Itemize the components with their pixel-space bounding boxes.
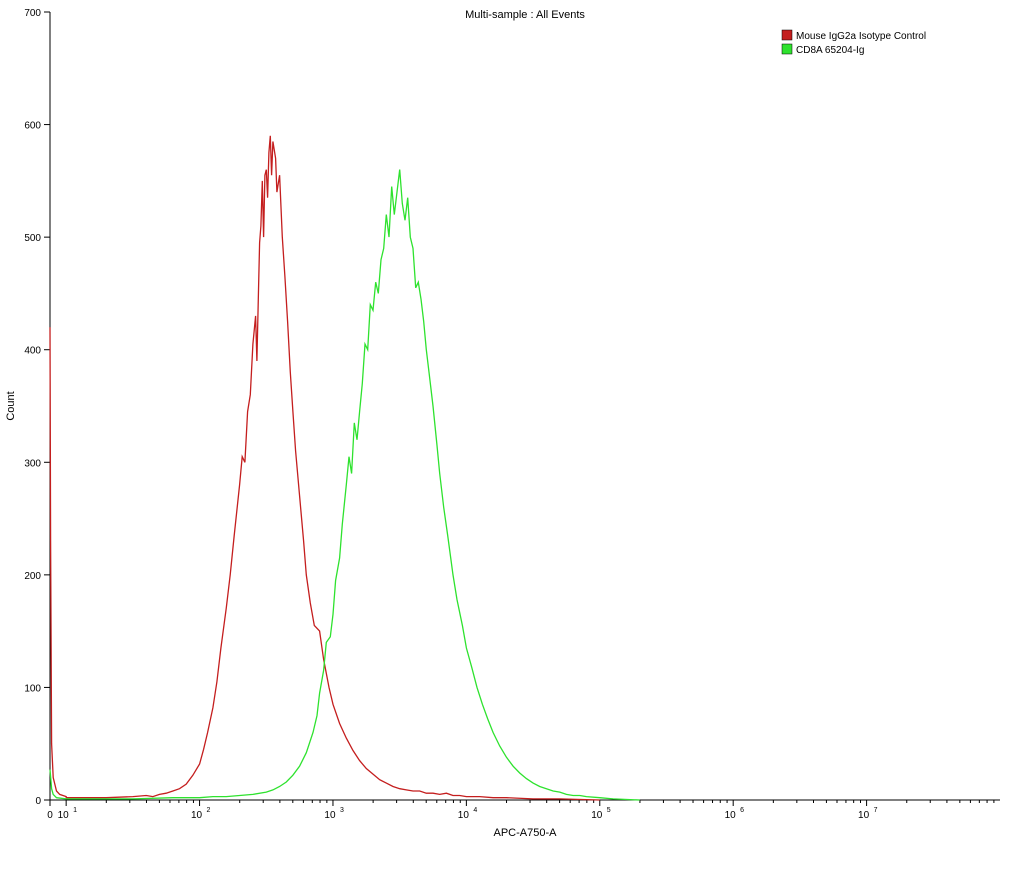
svg-text:10: 10 xyxy=(324,810,336,821)
legend-swatch-0 xyxy=(782,30,792,40)
svg-text:300: 300 xyxy=(24,458,41,469)
y-axis-label: Count xyxy=(5,391,17,420)
chart-container: 0100200300400500600700010110210310410510… xyxy=(0,0,1016,881)
svg-text:0: 0 xyxy=(35,796,41,807)
svg-text:10: 10 xyxy=(191,810,203,821)
svg-text:10: 10 xyxy=(725,810,737,821)
svg-text:200: 200 xyxy=(24,571,41,582)
chart-title: Multi-sample : All Events xyxy=(465,9,585,21)
svg-text:600: 600 xyxy=(24,121,41,132)
svg-text:700: 700 xyxy=(24,8,41,19)
svg-text:100: 100 xyxy=(24,683,41,694)
series-1 xyxy=(50,170,640,800)
svg-text:0: 0 xyxy=(47,810,53,821)
legend-label-0: Mouse IgG2a Isotype Control xyxy=(796,31,926,42)
svg-text:4: 4 xyxy=(473,807,477,814)
svg-text:5: 5 xyxy=(607,807,611,814)
svg-text:500: 500 xyxy=(24,233,41,244)
svg-text:1: 1 xyxy=(73,807,77,814)
x-axis-label: APC-A750-A xyxy=(494,827,558,839)
svg-text:3: 3 xyxy=(340,807,344,814)
svg-text:7: 7 xyxy=(874,807,878,814)
svg-text:2: 2 xyxy=(207,807,211,814)
svg-text:10: 10 xyxy=(458,810,470,821)
flow-cytometry-chart: 0100200300400500600700010110210310410510… xyxy=(0,0,1016,881)
svg-text:400: 400 xyxy=(24,346,41,357)
svg-text:10: 10 xyxy=(858,810,870,821)
legend-swatch-1 xyxy=(782,44,792,54)
svg-text:10: 10 xyxy=(58,810,70,821)
series-0 xyxy=(50,136,600,800)
svg-text:10: 10 xyxy=(591,810,603,821)
svg-text:6: 6 xyxy=(740,807,744,814)
legend-label-1: CD8A 65204-Ig xyxy=(796,45,864,56)
